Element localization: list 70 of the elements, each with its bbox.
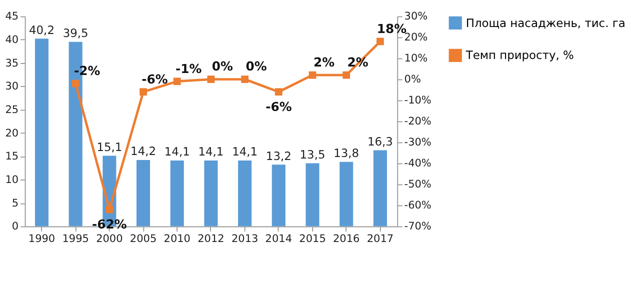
x-tick-label: 2015	[299, 233, 326, 246]
point	[241, 76, 249, 83]
bar	[34, 38, 49, 226]
legend-label: Площа насаджень, тис. га	[466, 16, 626, 30]
y-tick-label: 15	[5, 150, 19, 163]
x-tick-label: 2005	[130, 233, 157, 246]
y-tick-label: 20	[5, 127, 19, 140]
bar	[204, 160, 218, 226]
point	[376, 38, 384, 46]
point	[342, 71, 350, 79]
data-label: 14,1	[198, 144, 224, 159]
y-tick-label: 0	[12, 220, 19, 233]
legend-label: Темп приросту, %	[464, 48, 574, 62]
data-label: 13,2	[266, 148, 292, 163]
x-tick-label: 2010	[164, 233, 190, 246]
y2-tick-label: -10%	[404, 94, 432, 107]
point	[207, 76, 215, 83]
y-tick-label: 10	[5, 174, 19, 186]
y-tick-label: 35	[5, 57, 19, 70]
x-tick-label: 2014	[265, 233, 292, 246]
y2-tick-label: -20%	[404, 116, 432, 128]
bar	[238, 160, 252, 226]
x-tick-label: 2017	[366, 233, 394, 246]
data-label: 14,1	[164, 144, 190, 159]
x-tick-label: 1990	[28, 233, 56, 246]
data-label: 15,1	[96, 140, 122, 154]
data-label: 0%	[246, 58, 268, 74]
y2-tick-label: -70%	[404, 220, 432, 233]
data-label: -6%	[142, 71, 168, 86]
bar	[136, 160, 150, 226]
point	[274, 88, 282, 96]
data-label: 14,1	[232, 144, 258, 159]
x-tick-label: 2016	[332, 233, 360, 246]
data-label: 39,5	[62, 26, 88, 40]
data-label: 14,2	[130, 144, 156, 158]
bar	[340, 162, 354, 226]
bar	[170, 160, 184, 226]
data-label: 16,3	[367, 134, 393, 148]
data-label: 13,5	[300, 148, 326, 162]
point	[173, 78, 181, 86]
x-tick-label: 2013	[231, 233, 258, 246]
y2-tick-label: -50%	[404, 178, 432, 191]
point	[140, 88, 147, 96]
bar	[306, 163, 320, 226]
x-tick-label: 2000	[96, 233, 123, 246]
y-tick-label: 40	[5, 34, 19, 46]
data-label: 40,2	[29, 22, 54, 37]
x-tick-label: 1995	[62, 233, 89, 246]
y-tick-label: 25	[5, 104, 19, 116]
data-label: 13,8	[334, 146, 360, 160]
y2-tick-label: 10%	[404, 52, 428, 65]
data-label: -6%	[266, 98, 292, 114]
y2-tick-label: -40%	[404, 158, 432, 170]
bar	[373, 150, 387, 226]
y2-tick-label: 0%	[404, 74, 421, 86]
x-tick-label: 2012	[198, 233, 224, 246]
point	[72, 80, 80, 88]
y2-tick-label: -30%	[404, 136, 432, 149]
data-label: 0%	[212, 58, 234, 74]
data-label: -62%	[92, 216, 128, 232]
point	[308, 71, 316, 79]
bar	[272, 164, 286, 226]
data-label: -1%	[175, 60, 202, 76]
y2-tick-label: -60%	[404, 200, 432, 212]
y-tick-label: 5	[12, 197, 19, 210]
y-tick-label: 45	[5, 10, 19, 23]
y2-tick-label: 30%	[404, 10, 428, 23]
point	[106, 206, 114, 214]
y-tick-label: 30	[5, 80, 19, 93]
data-label: 2%	[313, 54, 336, 70]
